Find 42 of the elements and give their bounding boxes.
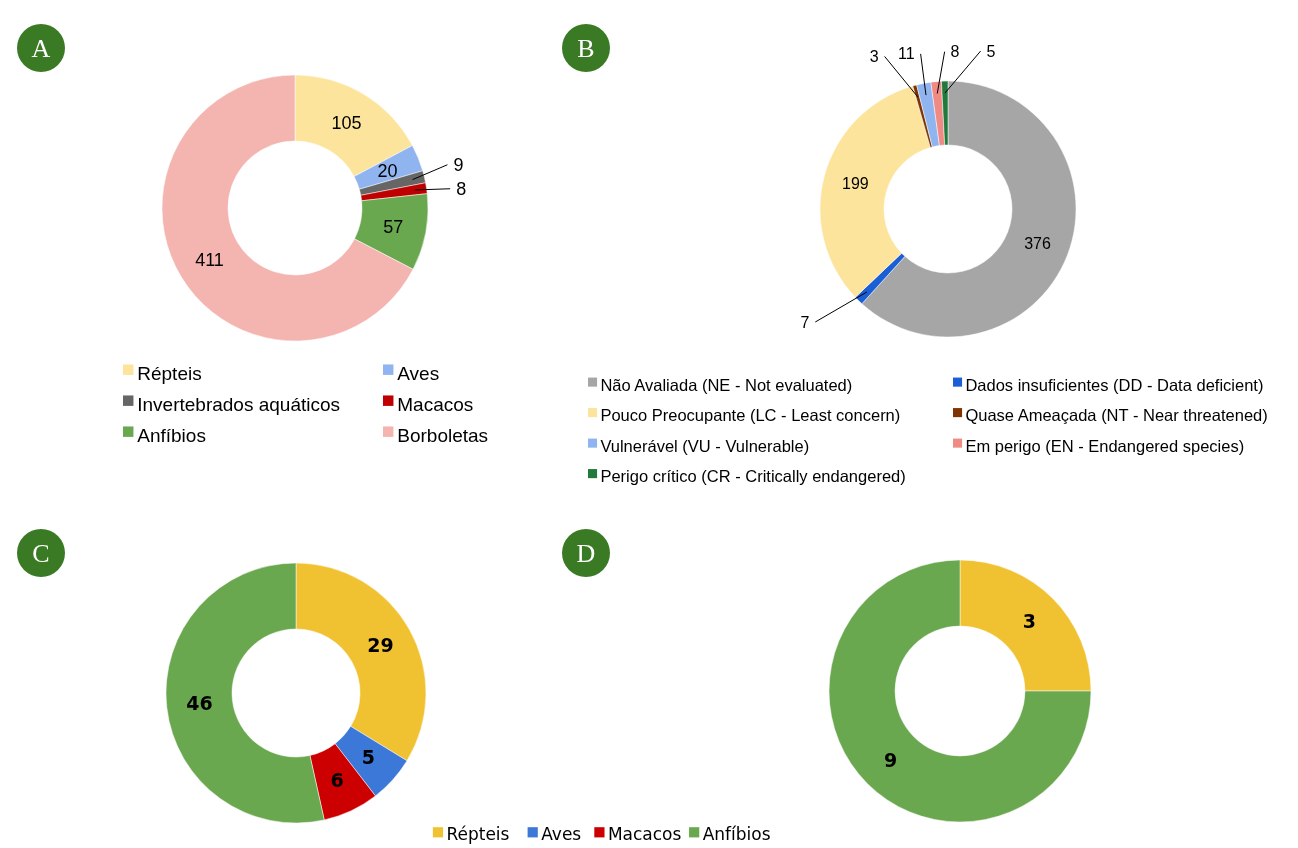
data-label: 57 (383, 216, 404, 237)
data-label: 46 (186, 692, 213, 715)
legend-label: Anfíbios (702, 823, 771, 844)
text: D (576, 539, 596, 569)
donut-slice (916, 81, 940, 148)
legend-label: Vulnerável (VU - Vulnerable) (600, 436, 810, 455)
data-label: 105 (331, 112, 362, 133)
legend-label: Não Avaliada (NE - Not evaluated) (600, 375, 853, 394)
data-label: 6 (330, 769, 344, 792)
text: A (31, 34, 51, 64)
data-label: 8 (950, 43, 960, 61)
data-label: 5 (361, 746, 375, 769)
data-label: 9 (884, 748, 898, 771)
data-label: 8 (456, 179, 467, 200)
legend-label: Pouco Preocupante (LC - Least concern) (600, 406, 901, 425)
data-label: 3 (869, 48, 879, 66)
data-label: 199 (842, 175, 869, 193)
legend-label: Em perigo (EN - Endangered species) (965, 436, 1245, 455)
legend-label: Aves (541, 823, 582, 844)
legend-label: Borboletas (397, 424, 489, 446)
data-label: 5 (986, 42, 996, 60)
data-label: 20 (377, 160, 398, 181)
data-label: 29 (367, 634, 394, 657)
legend-label: Répteis (446, 823, 510, 844)
data-label: 11 (898, 45, 915, 63)
data-label: 3 (1022, 610, 1036, 633)
data-label: 411 (195, 250, 224, 271)
data-label: 376 (1024, 235, 1051, 253)
donut-slice (828, 559, 1092, 823)
legend-label: Répteis (137, 362, 202, 384)
data-label: 9 (453, 155, 464, 176)
legend-label: Quase Ameaçada (NT - Near threatened) (965, 406, 1268, 425)
legend-label: Invertebrados aquáticos (137, 393, 341, 415)
text: C (32, 539, 50, 569)
legend-label: Perigo crítico (CR - Critically endangered) (600, 467, 906, 486)
legend-label: Macacos (397, 393, 474, 415)
legend-label: Aves (397, 362, 440, 384)
text: B (577, 34, 595, 64)
data-label: 7 (800, 313, 810, 331)
legend-label: Dados insuficientes (DD - Data deficient) (965, 375, 1264, 394)
legend-label: Macacos (607, 823, 682, 844)
legend-label: Anfíbios (137, 424, 206, 446)
